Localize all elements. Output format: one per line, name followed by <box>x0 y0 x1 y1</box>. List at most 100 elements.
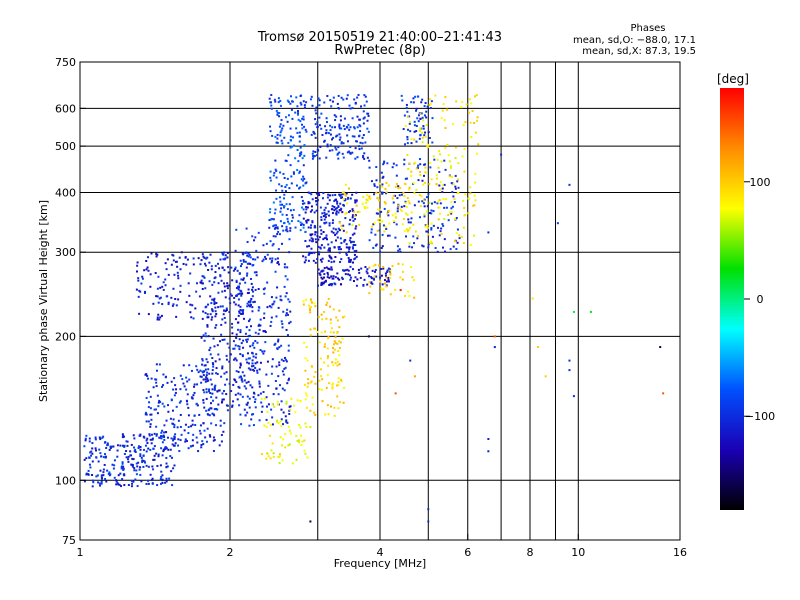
data-point <box>372 265 375 268</box>
data-point <box>340 193 343 196</box>
data-point <box>91 452 94 455</box>
data-point <box>192 257 195 260</box>
data-point <box>203 339 206 342</box>
data-point <box>213 345 216 348</box>
data-point <box>309 426 312 429</box>
data-point <box>311 240 314 243</box>
data-point <box>304 422 307 425</box>
data-point <box>167 448 170 451</box>
data-point <box>214 424 217 427</box>
data-point <box>309 98 312 101</box>
data-point <box>275 109 278 112</box>
data-point <box>260 398 263 401</box>
data-point <box>100 474 103 477</box>
data-point <box>262 330 265 333</box>
data-point <box>265 425 268 428</box>
data-point <box>379 280 382 283</box>
data-point <box>242 309 245 312</box>
data-point <box>272 225 275 228</box>
data-point <box>251 386 254 389</box>
data-point <box>227 266 230 269</box>
data-point <box>258 385 261 388</box>
data-point <box>111 463 114 466</box>
data-point <box>422 245 425 248</box>
data-point <box>221 338 224 341</box>
data-point <box>103 463 106 466</box>
data-point <box>303 202 306 205</box>
data-point <box>346 140 349 143</box>
data-point <box>125 456 128 459</box>
data-point <box>313 327 316 330</box>
data-point <box>214 384 217 387</box>
data-point <box>289 209 292 212</box>
data-point <box>248 334 251 337</box>
data-point <box>354 199 357 202</box>
data-point <box>136 465 139 468</box>
data-point <box>339 237 342 240</box>
data-point <box>320 218 323 221</box>
data-point <box>399 276 402 279</box>
data-point <box>331 194 334 197</box>
data-point <box>206 380 209 383</box>
data-point <box>280 119 283 122</box>
data-point <box>493 335 496 338</box>
data-point <box>210 422 213 425</box>
data-point <box>88 440 91 443</box>
data-point <box>405 235 408 238</box>
data-point <box>407 228 410 231</box>
data-point <box>417 120 420 123</box>
data-point <box>333 209 336 212</box>
data-point <box>308 192 311 195</box>
data-point <box>287 298 290 301</box>
data-point <box>345 246 348 249</box>
data-point <box>206 313 209 316</box>
data-point <box>393 221 396 224</box>
data-point <box>394 392 397 395</box>
data-point <box>150 479 153 482</box>
data-point <box>274 100 277 103</box>
data-point <box>318 236 321 239</box>
data-point <box>178 256 181 259</box>
data-point <box>386 234 389 237</box>
data-point <box>346 151 349 154</box>
data-point <box>263 292 266 295</box>
data-point <box>280 344 283 347</box>
data-point <box>244 332 247 335</box>
data-point <box>572 395 575 398</box>
data-point <box>427 193 430 196</box>
data-point <box>141 461 144 464</box>
data-point <box>544 375 547 378</box>
data-point <box>399 208 402 211</box>
data-point <box>351 107 354 110</box>
data-point <box>378 229 381 232</box>
data-point <box>253 300 256 303</box>
data-point <box>325 386 328 389</box>
data-point <box>415 124 418 127</box>
data-point <box>362 110 365 113</box>
data-point <box>226 252 229 255</box>
data-point <box>316 121 319 124</box>
data-point <box>235 287 238 290</box>
data-point <box>370 225 373 228</box>
data-point <box>160 470 163 473</box>
data-point <box>252 396 255 399</box>
data-point <box>432 155 435 158</box>
data-point <box>223 338 226 341</box>
data-point <box>387 267 390 270</box>
data-point <box>323 101 326 104</box>
data-point <box>408 115 411 118</box>
data-point <box>327 336 330 339</box>
data-point <box>443 159 446 162</box>
data-point <box>100 482 103 485</box>
data-point <box>179 425 182 428</box>
data-point <box>427 233 430 236</box>
data-point <box>173 394 176 397</box>
data-point <box>205 257 208 260</box>
data-point <box>286 120 289 123</box>
data-point <box>290 182 293 185</box>
data-point <box>225 371 228 374</box>
data-point <box>339 119 342 122</box>
data-point <box>391 197 394 200</box>
data-point <box>200 446 203 449</box>
data-point <box>474 181 477 184</box>
